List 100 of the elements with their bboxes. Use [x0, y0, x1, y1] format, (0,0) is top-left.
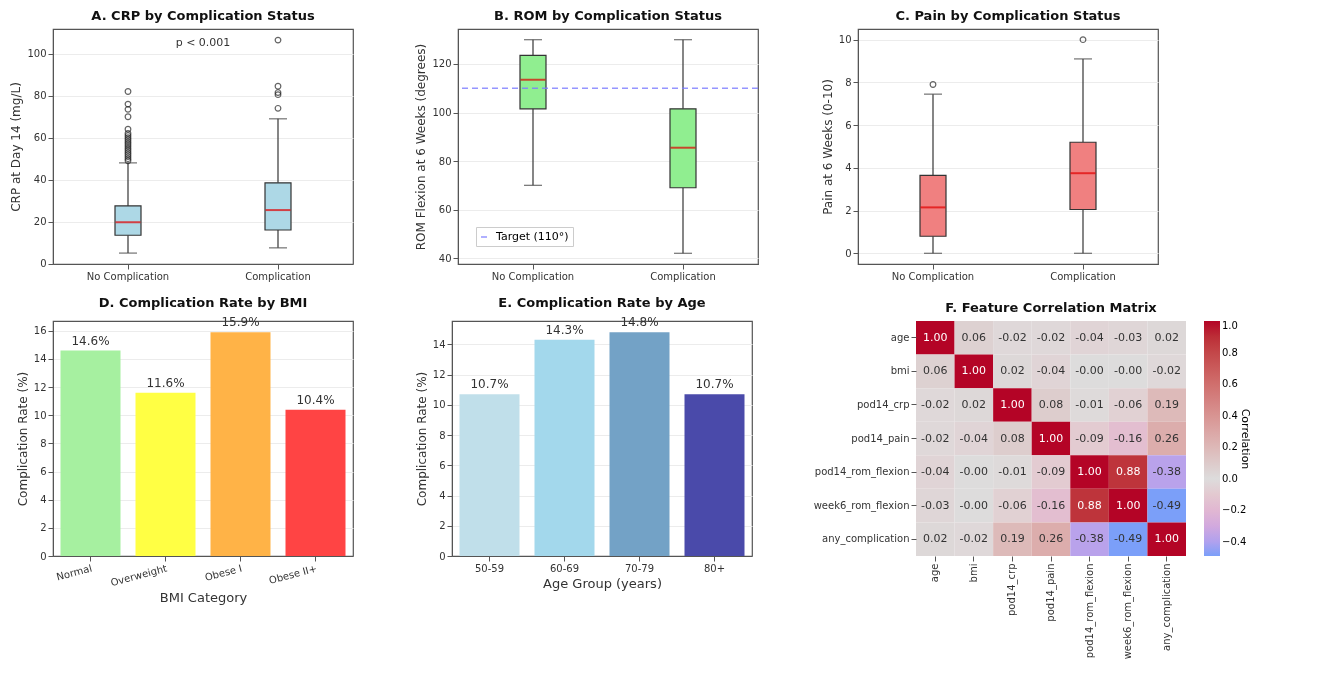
data-label: 10.4%: [296, 392, 335, 407]
data-label: 0.06: [961, 330, 987, 344]
data-label: -0.04: [1075, 330, 1104, 344]
y-tick-label: 12: [33, 381, 47, 393]
data-label: -0.38: [1075, 532, 1104, 546]
color-bar-label: 0.4: [1222, 409, 1238, 421]
chart-title: A. CRP by Complication Status: [91, 8, 315, 23]
color-bar-label: 0.8: [1222, 346, 1238, 358]
x-tick-label: No Complication: [891, 270, 975, 282]
data-label: 0.08: [1000, 431, 1025, 445]
x-axis-title: Age Group (years): [543, 575, 662, 591]
y-tick-label: any_complication: [822, 533, 910, 546]
data-label: 1.00: [1038, 431, 1064, 445]
data-label: -0.04: [959, 431, 989, 445]
data-label: -0.00: [1113, 364, 1143, 378]
data-label: 1.00: [1154, 532, 1179, 546]
data-label: -0.00: [959, 465, 989, 479]
data-label: 1.00: [1077, 465, 1102, 479]
y-tick-label: bmi: [890, 365, 910, 377]
x-tick-label: Obese I: [203, 562, 244, 583]
color-bar-label: 0.6: [1222, 378, 1238, 390]
y-tick-label: 6: [40, 466, 47, 478]
y-tick-label: age: [890, 331, 910, 343]
annotation: p < 0.001: [175, 36, 231, 49]
chart-title: D. Complication Rate by BMI: [98, 295, 308, 311]
x-tick-label: No Complication: [86, 270, 170, 282]
y-tick-label: 2: [40, 522, 47, 534]
x-axis-title: BMI Category: [159, 590, 248, 606]
color-bar-label: −0.2: [1222, 504, 1247, 516]
x-tick-label: pod14_crp: [1006, 563, 1019, 616]
x-tick-label: 60-69: [549, 562, 580, 574]
x-tick-label: week6_rom_flexion: [1122, 563, 1135, 660]
bar: [684, 394, 745, 556]
data-label: 0.19: [1154, 397, 1179, 411]
data-label: 0.08: [1038, 397, 1064, 411]
y-tick-label: 60: [33, 132, 47, 144]
x-tick-label: 70-79: [624, 562, 655, 574]
data-label: -0.03: [1113, 330, 1143, 344]
x-tick-label: No Complication: [491, 270, 575, 282]
y-tick-label: 120: [432, 58, 452, 70]
data-label: -0.02: [921, 397, 950, 411]
y-axis-title: CRP at Day 14 (mg/L): [9, 82, 24, 212]
x-tick-label: bmi: [967, 563, 979, 583]
data-label: 1.00: [923, 330, 948, 344]
y-tick-label: 0: [40, 258, 47, 270]
data-label: 0.02: [1000, 364, 1025, 378]
bar: [210, 332, 271, 556]
y-tick-label: 8: [40, 437, 47, 449]
y-tick-label: 0: [845, 247, 852, 259]
legend-label: Target (110°): [495, 230, 569, 243]
y-tick-label: pod14_rom_flexion: [814, 466, 910, 479]
bar: [459, 394, 520, 556]
chart-title: E. Complication Rate by Age: [498, 295, 706, 311]
chart-title: F. Feature Correlation Matrix: [945, 300, 1158, 315]
data-label: -0.02: [921, 431, 950, 445]
x-tick-label: Complication: [650, 270, 716, 282]
chart-title: B. ROM by Complication Status: [494, 8, 723, 23]
x-tick-label: any_complication: [1160, 563, 1173, 651]
data-label: 0.02: [961, 397, 987, 411]
data-label: 0.88: [1115, 465, 1141, 479]
x-tick-label: Complication: [245, 270, 311, 282]
data-label: 0.02: [1154, 330, 1179, 344]
data-label: -0.09: [1075, 431, 1104, 445]
y-tick-label: 16: [33, 325, 47, 337]
data-label: -0.01: [998, 465, 1027, 479]
x-tick-label: 50-59: [474, 562, 505, 574]
x-tick-label: age: [929, 563, 941, 583]
data-label: 11.6%: [146, 375, 185, 390]
data-label: 0.26: [1038, 532, 1064, 546]
y-tick-label: 14: [432, 338, 446, 350]
bar: [609, 332, 670, 556]
y-tick-label: 6: [439, 459, 446, 471]
y-tick-label: 80: [33, 90, 47, 102]
data-label: -0.02: [959, 532, 989, 546]
y-tick-label: 4: [439, 490, 446, 502]
y-tick-label: 10: [432, 399, 446, 411]
y-tick-label: 40: [438, 252, 452, 264]
bar: [285, 409, 346, 556]
data-label: 10.7%: [695, 377, 734, 392]
data-label: 0.06: [923, 364, 948, 378]
y-tick-label: pod14_crp: [857, 398, 910, 411]
y-tick-label: 8: [439, 429, 446, 441]
y-tick-label: 14: [33, 353, 47, 365]
data-label: -0.16: [1113, 431, 1143, 445]
data-label: -0.38: [1152, 465, 1181, 479]
color-bar-label: 1.0: [1222, 320, 1238, 331]
y-tick-label: pod14_pain: [851, 432, 910, 445]
y-tick-label: 20: [33, 216, 47, 228]
data-label: 0.19: [1000, 532, 1025, 546]
data-label: 14.6%: [71, 333, 110, 348]
y-tick-label: 10: [33, 409, 47, 421]
data-label: -0.02: [1152, 364, 1181, 378]
data-label: -0.01: [1075, 397, 1104, 411]
data-label: -0.06: [1113, 397, 1143, 411]
color-bar-label: −0.4: [1222, 535, 1247, 547]
data-label: -0.16: [1036, 498, 1066, 512]
data-label: 1.00: [1000, 397, 1025, 411]
data-label: 0.02: [923, 532, 948, 546]
y-axis-title: Complication Rate (%): [15, 371, 30, 507]
x-tick-label: Normal: [55, 562, 94, 583]
